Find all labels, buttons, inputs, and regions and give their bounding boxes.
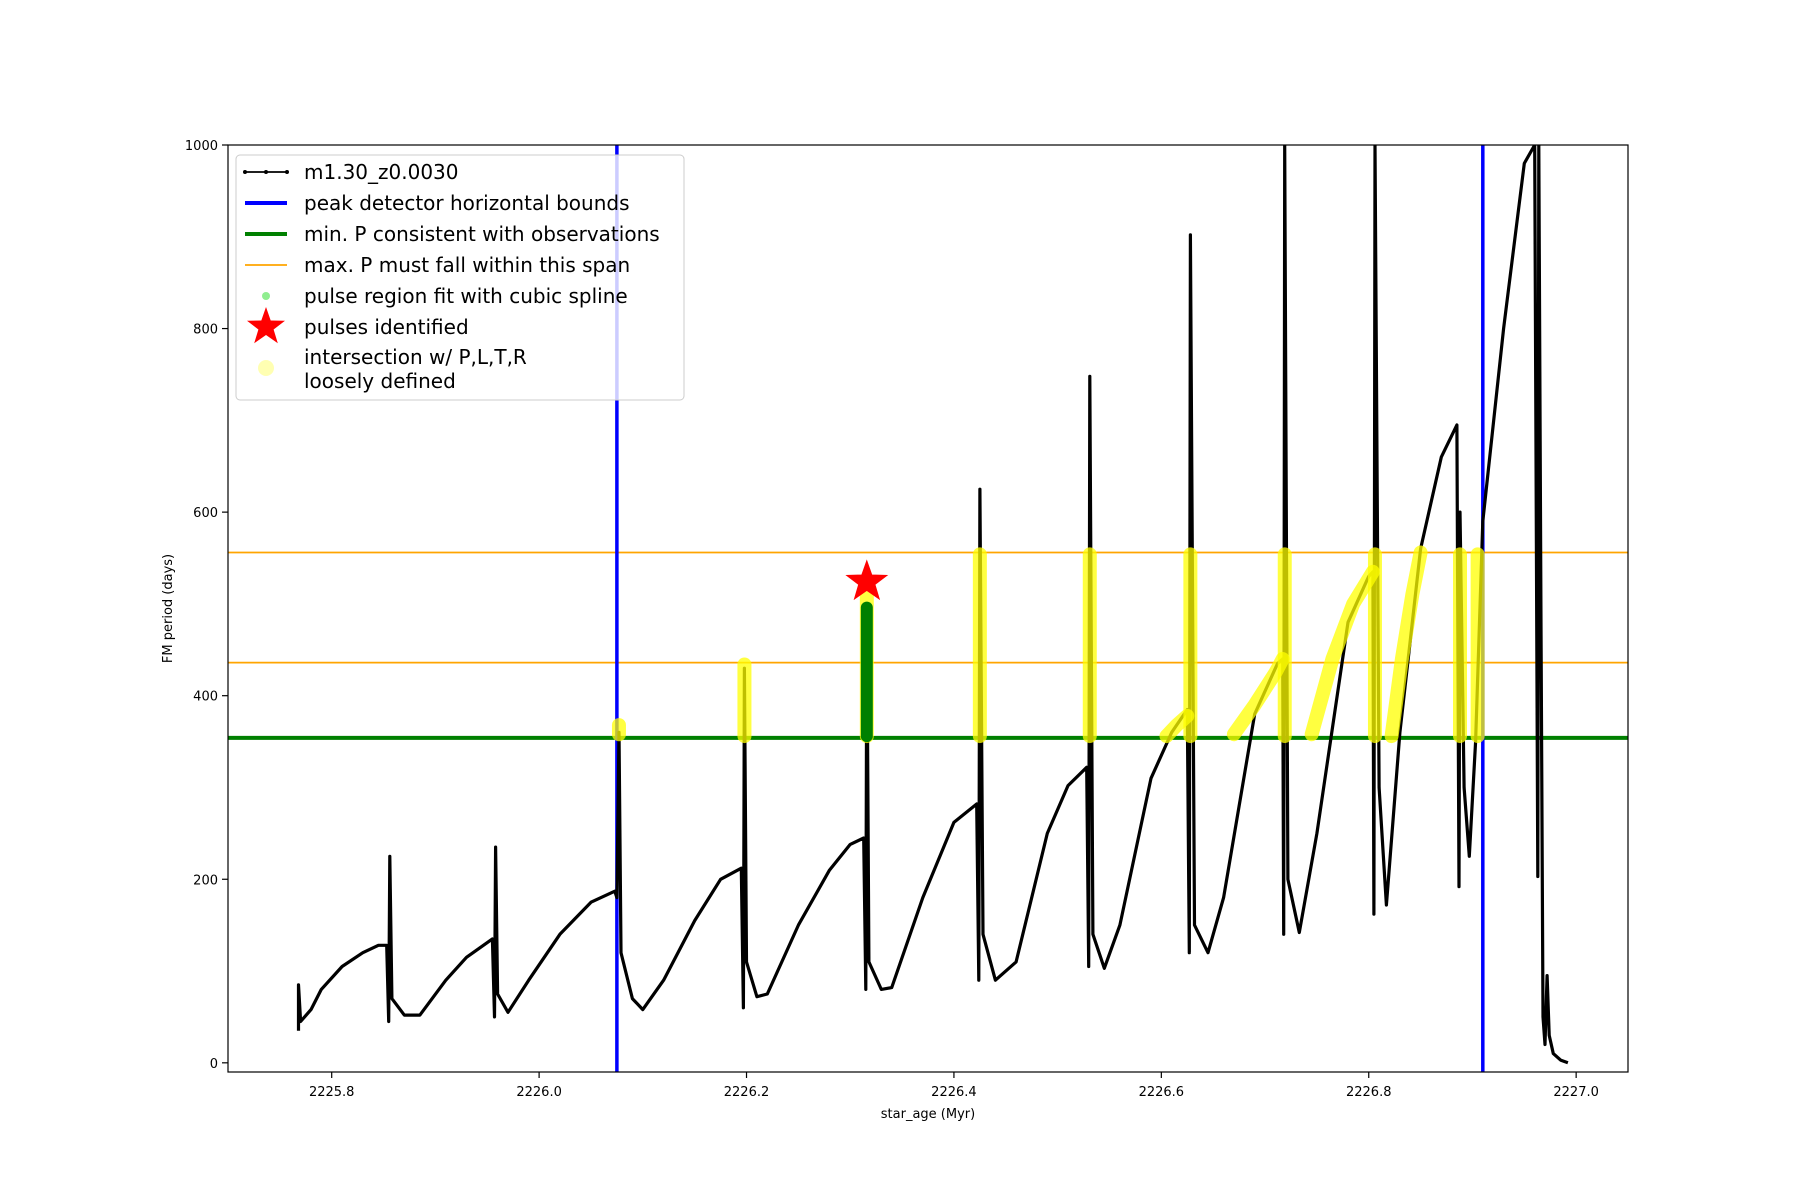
legend-min-p-label: min. P consistent with observations bbox=[304, 222, 660, 246]
legend-frame bbox=[235, 154, 685, 401]
plot-area bbox=[228, 145, 1628, 1072]
y-tick-label-6: 1000 bbox=[185, 139, 218, 154]
y-axis-label: FM period (days) bbox=[161, 554, 176, 663]
y-tick-label-5: 800 bbox=[193, 323, 218, 338]
x-tick-label-7: 2227.0 bbox=[1553, 1085, 1599, 1100]
legend-pulses-label: pulses identified bbox=[304, 315, 469, 339]
legend-model-marker-mid bbox=[264, 170, 268, 174]
legend-model-label: m1.30_z0.0030 bbox=[304, 160, 459, 184]
intersection-marker-10 bbox=[1304, 564, 1380, 742]
legend: m1.30_z0.0030 peak detector horizontal b… bbox=[235, 154, 685, 401]
x-tick-label-6: 2226.8 bbox=[1346, 1085, 1392, 1100]
x-tick-label-1: 2225.8 bbox=[309, 1085, 355, 1100]
y-tick-label-4: 600 bbox=[193, 506, 218, 521]
legend-model-marker-right bbox=[285, 170, 289, 174]
legend-intersection-label-line2: loosely defined bbox=[304, 369, 456, 393]
legend-peak-bounds-label: peak detector horizontal bounds bbox=[304, 191, 630, 215]
axes-frame bbox=[227, 144, 1629, 1073]
legend-symbols bbox=[243, 170, 289, 376]
x-axis-label: star_age (Myr) bbox=[881, 1107, 975, 1122]
y-tick-label-1: 0 bbox=[210, 1057, 218, 1072]
series-line-model bbox=[296, 145, 1569, 1065]
legend-pulse-star bbox=[247, 307, 285, 344]
axes: 2225.8 2226.0 2226.2 2226.4 2226.6 2226.8 2227… bbox=[185, 139, 1629, 1100]
x-tick-label-5: 2226.6 bbox=[1139, 1085, 1185, 1100]
pulse-marker-1 bbox=[845, 559, 889, 601]
legend-model-marker-left bbox=[243, 170, 247, 174]
legend-spline-label: pulse region fit with cubic spline bbox=[304, 284, 628, 308]
y-tick-label-2: 200 bbox=[193, 873, 218, 888]
x-tick-label-2: 2226.0 bbox=[516, 1085, 562, 1100]
legend-intersection-marker bbox=[258, 360, 274, 376]
x-tick-label-4: 2226.4 bbox=[931, 1085, 977, 1100]
legend-intersection-label-line1: intersection w/ P,L,T,R bbox=[304, 345, 527, 369]
legend-max-p-label: max. P must fall within this span bbox=[304, 253, 630, 277]
legend-spline-marker bbox=[262, 292, 270, 300]
y-tick-label-3: 400 bbox=[193, 690, 218, 705]
intersection-marker-12 bbox=[1384, 545, 1428, 744]
x-tick-label-3: 2226.2 bbox=[724, 1085, 770, 1100]
